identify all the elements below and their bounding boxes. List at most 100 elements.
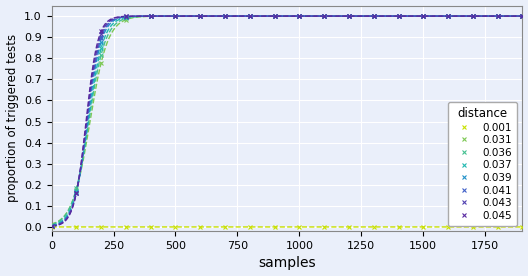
0.041 [271,14,278,18]
0.001 [172,225,178,229]
0.045 [321,14,327,18]
0.036 [98,53,105,56]
0.001 [247,225,253,229]
0.001 [147,225,154,229]
0.039 [73,190,80,194]
0.045 [271,14,278,18]
0.043 [445,14,451,18]
0.031 [371,14,377,18]
0.037 [222,14,228,18]
0.037 [98,47,105,50]
0.037 [445,14,451,18]
0.041 [222,14,228,18]
0.043 [222,14,228,18]
0.045 [222,14,228,18]
0.037 [49,224,55,227]
0.041 [197,14,203,18]
0.037 [296,14,303,18]
0.036 [172,14,178,18]
0.045 [395,14,402,18]
0.037 [470,14,476,18]
0.036 [420,14,427,18]
Line: 0.001: 0.001 [49,224,525,229]
0.041 [519,14,525,18]
0.001 [49,225,55,229]
0.037 [197,14,203,18]
0.001 [296,225,303,229]
0.031 [321,14,327,18]
0.045 [98,30,105,33]
Line: 0.039: 0.039 [49,14,525,228]
0.036 [346,14,352,18]
0.037 [495,14,501,18]
0.031 [470,14,476,18]
0.043 [495,14,501,18]
0.043 [371,14,377,18]
0.041 [495,14,501,18]
0.031 [98,61,105,64]
0.037 [147,15,154,18]
0.041 [98,36,105,39]
0.043 [296,14,303,18]
0.037 [371,14,377,18]
0.037 [172,14,178,18]
0.001 [271,225,278,229]
0.037 [321,14,327,18]
0.041 [395,14,402,18]
0.001 [420,225,427,229]
0.039 [371,14,377,18]
0.043 [346,14,352,18]
0.036 [296,14,303,18]
0.043 [49,225,55,228]
0.043 [172,14,178,18]
0.036 [371,14,377,18]
0.001 [519,225,525,229]
0.036 [271,14,278,18]
0.043 [420,14,427,18]
0.036 [73,187,80,190]
0.039 [321,14,327,18]
0.001 [123,225,129,229]
0.039 [147,14,154,18]
0.001 [470,225,476,229]
0.039 [395,14,402,18]
Line: 0.036: 0.036 [49,14,525,227]
0.041 [346,14,352,18]
Legend: 0.001, 0.031, 0.036, 0.037, 0.039, 0.041, 0.043, 0.045: 0.001, 0.031, 0.036, 0.037, 0.039, 0.041… [448,102,517,226]
0.036 [395,14,402,18]
0.043 [247,14,253,18]
0.031 [197,14,203,18]
0.039 [172,14,178,18]
0.031 [346,14,352,18]
0.045 [172,14,178,18]
0.041 [247,14,253,18]
0.043 [73,191,80,194]
0.031 [73,188,80,191]
0.037 [247,14,253,18]
0.031 [420,14,427,18]
Line: 0.031: 0.031 [49,14,525,227]
Line: 0.045: 0.045 [49,14,525,229]
0.039 [470,14,476,18]
0.031 [296,14,303,18]
0.043 [519,14,525,18]
0.041 [123,15,129,18]
0.039 [445,14,451,18]
0.041 [321,14,327,18]
0.036 [470,14,476,18]
0.036 [147,15,154,18]
0.031 [123,18,129,21]
0.039 [49,224,55,227]
0.001 [395,225,402,229]
0.037 [271,14,278,18]
0.045 [123,15,129,18]
Line: 0.037: 0.037 [49,14,525,228]
0.045 [346,14,352,18]
0.001 [321,225,327,229]
0.037 [73,189,80,193]
0.043 [123,15,129,18]
0.043 [321,14,327,18]
0.001 [371,225,377,229]
0.039 [519,14,525,18]
0.001 [346,225,352,229]
